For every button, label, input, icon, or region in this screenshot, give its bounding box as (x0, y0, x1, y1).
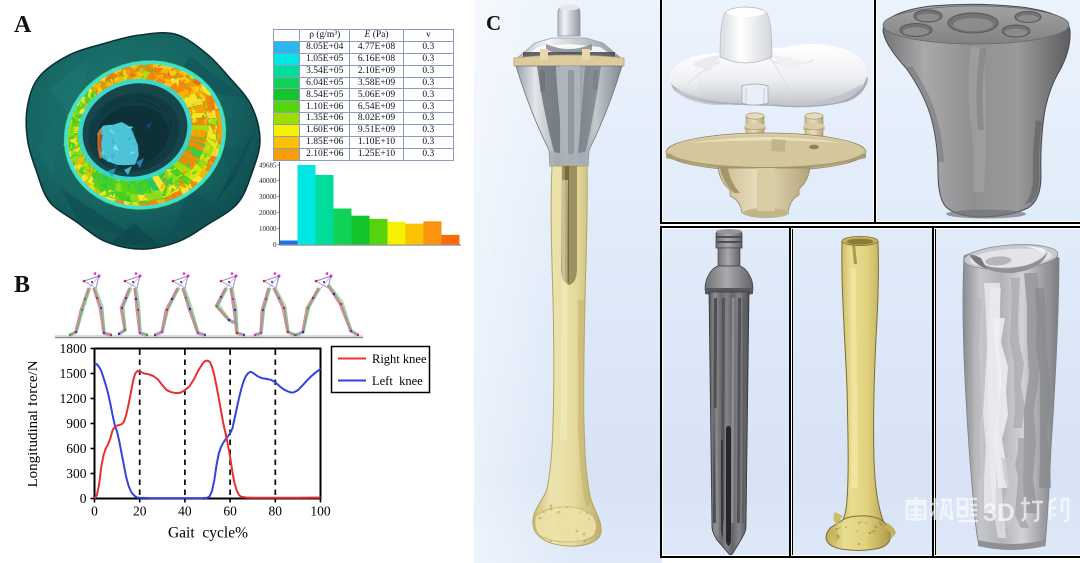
svg-text:Longitudinal force/N: Longitudinal force/N (28, 360, 41, 487)
svg-text:600: 600 (66, 441, 87, 456)
svg-text:20: 20 (133, 504, 147, 519)
svg-text:40000: 40000 (259, 177, 277, 185)
svg-text:Left knee: Left knee (372, 374, 423, 388)
svg-text:1800: 1800 (60, 341, 87, 356)
svg-text:0: 0 (91, 504, 98, 519)
svg-text:Gait cycle%: Gait cycle% (168, 525, 248, 542)
svg-text:60: 60 (223, 504, 237, 519)
svg-text:0: 0 (80, 491, 87, 506)
svg-text:80: 80 (269, 504, 283, 519)
svg-text:10000: 10000 (259, 225, 277, 233)
svg-text:30000: 30000 (259, 193, 277, 201)
svg-text:40: 40 (178, 504, 192, 519)
svg-text:1200: 1200 (60, 391, 87, 406)
svg-text:Right knee: Right knee (372, 352, 427, 366)
svg-text:0: 0 (273, 241, 277, 249)
svg-text:20000: 20000 (259, 209, 277, 217)
svg-text:49685: 49685 (259, 162, 277, 170)
svg-text:3D: 3D (983, 499, 1015, 526)
svg-text:100: 100 (310, 504, 331, 519)
svg-text:1500: 1500 (60, 366, 87, 381)
svg-text:900: 900 (66, 416, 87, 431)
svg-text:300: 300 (66, 466, 87, 481)
